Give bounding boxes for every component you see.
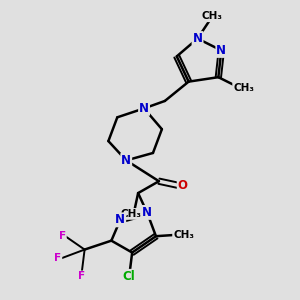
Text: F: F [78, 271, 85, 281]
Text: N: N [139, 102, 149, 115]
Text: N: N [193, 32, 202, 45]
Text: N: N [142, 206, 152, 219]
Text: Cl: Cl [123, 270, 136, 283]
Text: F: F [54, 254, 61, 263]
Text: F: F [59, 231, 66, 241]
Text: N: N [115, 213, 125, 226]
Text: CH₃: CH₃ [120, 209, 141, 219]
Text: CH₃: CH₃ [173, 230, 194, 240]
Text: CH₃: CH₃ [233, 82, 254, 93]
Text: O: O [178, 179, 188, 192]
Text: N: N [216, 44, 226, 57]
Text: CH₃: CH₃ [202, 11, 223, 21]
Text: N: N [121, 154, 131, 167]
